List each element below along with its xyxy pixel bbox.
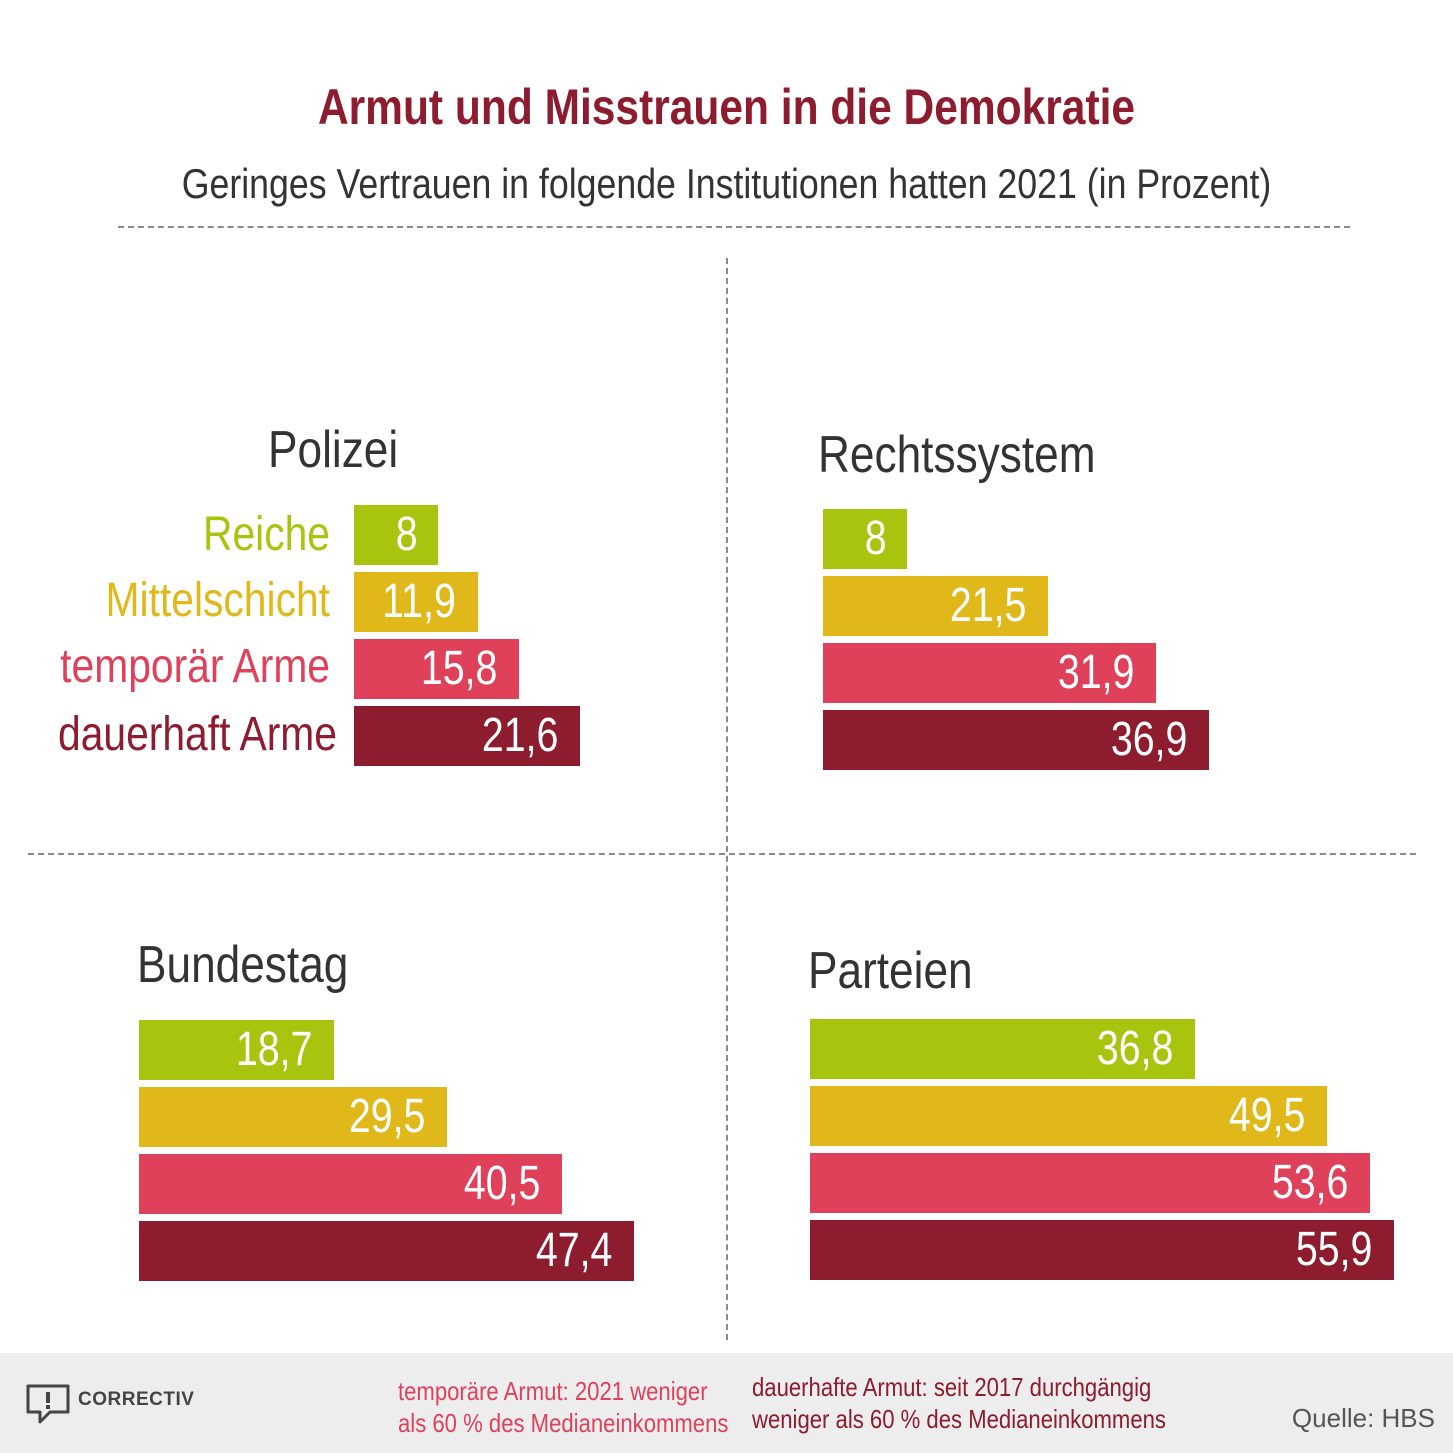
bar-value-label: 21,6 (481, 709, 558, 762)
bar-bundestag-temporaer-arme: 40,5 (139, 1154, 562, 1214)
bar-value-label: 49,5 (1228, 1089, 1305, 1142)
bar-rechtssystem-dauerhaft-arme: 36,9 (823, 710, 1209, 770)
note-temporary-line-2: als 60 % des Medianeinkommens (398, 1408, 729, 1438)
category-label-dauerhaft-arme: dauerhaft Arme (58, 708, 337, 761)
footer: CORRECTIV temporäre Armut: 2021 weniger … (0, 1353, 1453, 1453)
header-divider (118, 226, 1350, 228)
chart-subtitle: Geringes Vertrauen in folgende Instituti… (181, 160, 1272, 207)
bar-value-label: 11,9 (382, 575, 456, 628)
bar-polizei-dauerhaft-arme: 21,6 (354, 706, 580, 766)
bar-value-label: 15,8 (420, 642, 497, 695)
bar-value-label: 47,4 (535, 1224, 612, 1277)
bar-value-label: 40,5 (463, 1157, 540, 1210)
category-label-reiche: Reiche (202, 508, 330, 561)
bar-parteien-reiche: 36,8 (810, 1019, 1195, 1079)
correctiv-logo-icon (26, 1384, 70, 1424)
bar-value-label: 21,5 (949, 579, 1026, 632)
bar-value-label: 18,7 (235, 1023, 312, 1076)
bar-rechtssystem-mittelschicht: 21,5 (823, 576, 1048, 636)
bar-parteien-dauerhaft-arme: 55,9 (810, 1220, 1394, 1280)
bar-value-label: 53,6 (1271, 1156, 1348, 1209)
bar-polizei-mittelschicht: 11,9 (354, 572, 478, 632)
bar-rechtssystem-reiche: 8 (823, 509, 907, 569)
bar-value-label: 8 (396, 508, 418, 561)
panel-title-parteien: Parteien (808, 942, 973, 1000)
bar-value-label: 29,5 (348, 1090, 425, 1143)
bar-value-label: 8 (865, 512, 887, 565)
bar-bundestag-dauerhaft-arme: 47,4 (139, 1221, 634, 1281)
bar-value-label: 36,8 (1096, 1022, 1173, 1075)
note-temporary-line-1: temporäre Armut: 2021 weniger (398, 1376, 708, 1406)
bar-value-label: 31,9 (1057, 646, 1134, 699)
bar-bundestag-reiche: 18,7 (139, 1020, 334, 1080)
note-temporary-poverty: temporäre Armut: 2021 weniger als 60 % d… (398, 1375, 728, 1439)
horizontal-divider (28, 853, 1416, 855)
bar-parteien-mittelschicht: 49,5 (810, 1086, 1327, 1146)
bar-rechtssystem-temporaer-arme: 31,9 (823, 643, 1156, 703)
bar-value-label: 55,9 (1295, 1223, 1372, 1276)
source-label: Quelle: HBS (1291, 1403, 1435, 1433)
panel-title-bundestag: Bundestag (137, 936, 349, 994)
correctiv-logo-text: CORRECTIV (78, 1389, 195, 1410)
note-permanent-line-2: weniger als 60 % des Medianeinkommens (752, 1404, 1166, 1434)
bar-bundestag-mittelschicht: 29,5 (139, 1087, 447, 1147)
bar-parteien-temporaer-arme: 53,6 (810, 1153, 1370, 1213)
bar-value-label: 36,9 (1110, 713, 1187, 766)
bar-polizei-reiche: 8 (354, 505, 438, 565)
panel-title-rechtssystem: Rechtssystem (818, 426, 1096, 484)
note-permanent-poverty: dauerhafte Armut: seit 2017 durchgängig … (752, 1371, 1166, 1435)
note-permanent-line-1: dauerhafte Armut: seit 2017 durchgängig (752, 1372, 1152, 1402)
panel-title-polizei: Polizei (268, 421, 399, 479)
chart-title: Armut und Misstrauen in die Demokratie (317, 79, 1136, 135)
bar-polizei-temporaer-arme: 15,8 (354, 639, 519, 699)
category-label-mittelschicht: Mittelschicht (105, 574, 330, 627)
vertical-divider (726, 258, 728, 1340)
category-label-temporaer-arme: temporär Arme (60, 640, 330, 693)
